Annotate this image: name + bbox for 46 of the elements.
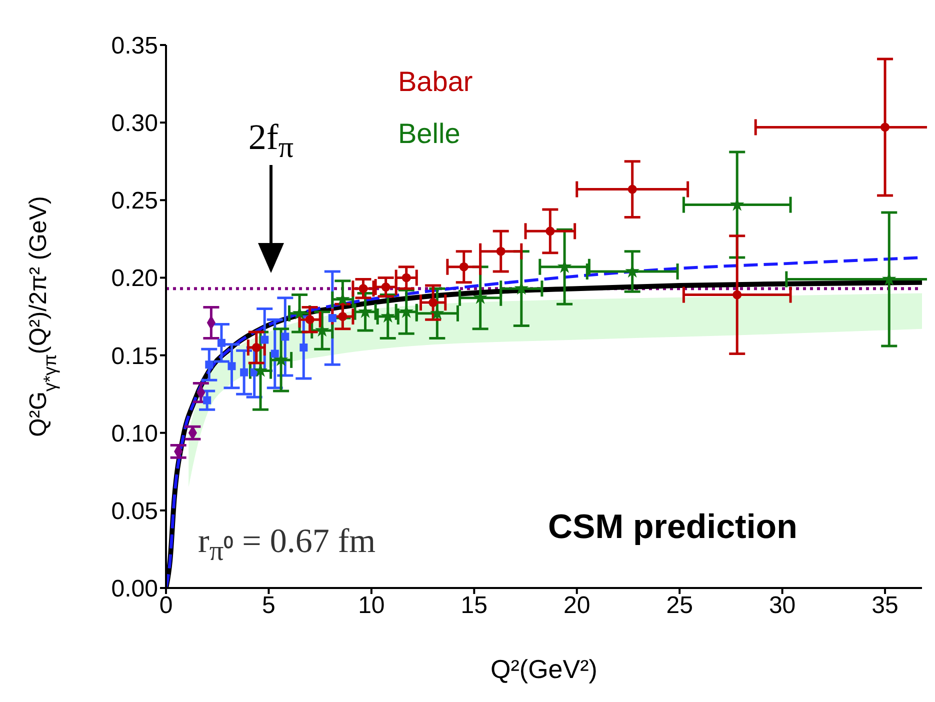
x-axis-title: Q²(GeV²) [490,654,598,684]
point [496,246,506,256]
point [252,343,261,352]
point [228,362,236,370]
y-tick-label: 0.05 [111,498,158,525]
point [402,273,411,282]
point [203,396,212,404]
y-tick-label: 0.35 [111,32,158,60]
point [732,290,742,300]
point [459,262,468,272]
x-tick-label: 20 [564,592,590,620]
point [270,350,279,358]
point [338,312,348,322]
x-tick-label: 10 [358,592,385,620]
point [546,226,555,236]
point [428,298,438,308]
point [381,282,390,292]
x-tick-label: 25 [666,592,693,620]
text: Babar [398,65,473,99]
y-tick-label: 0.30 [111,110,158,138]
point [205,360,214,369]
x-tick-label: 15 [460,592,488,620]
y-tick-label: 0.10 [111,420,158,448]
x-tick-label: 0 [159,592,173,620]
annotation: r$_{π⁰}$ = 0.67 fm [198,523,376,568]
point [300,344,308,352]
y-tick-label: 0.25 [111,188,158,215]
annotation: 2f$_{π}$ [247,116,295,166]
annotation: CSM prediction [548,508,798,547]
point [253,363,268,377]
y-tick-label: 0.20 [111,265,158,292]
x-tick-label: 35 [872,592,898,620]
text: Belle [398,117,462,151]
point [240,368,248,376]
point [880,122,890,132]
x-tick-label: 30 [768,592,796,620]
x-tick-label: 5 [262,592,276,620]
point [260,336,269,344]
point [628,184,637,194]
point [328,314,336,322]
y-tick-label: 0.15 [111,342,158,370]
y-tick-label: 0.00 [111,576,158,603]
point [358,284,368,294]
point [305,315,314,324]
point [217,338,226,347]
point [281,332,290,341]
